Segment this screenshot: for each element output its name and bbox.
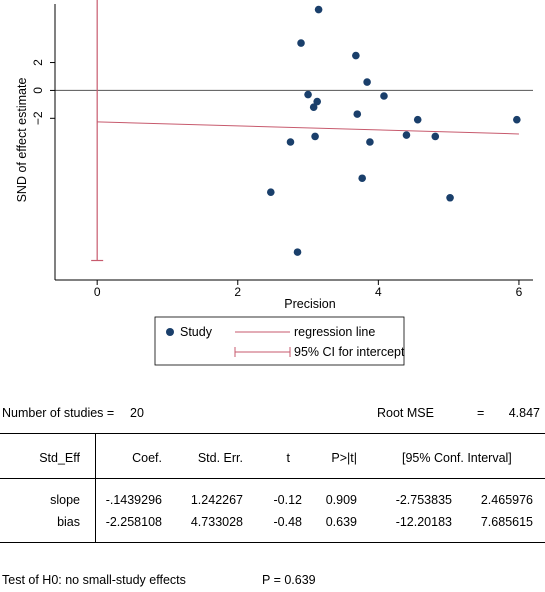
y-tick-label: −2 xyxy=(31,111,45,125)
row-bias-t: -0.48 xyxy=(273,515,303,529)
row-bias-coef: -2.258108 xyxy=(105,515,162,529)
test-p-value: P = 0.639 xyxy=(262,573,316,587)
row-slope-se: 1.242267 xyxy=(190,493,243,507)
study-point xyxy=(293,248,302,256)
n-studies-label: Number of studies = xyxy=(2,406,115,420)
row-bias-se: 4.733028 xyxy=(190,515,243,529)
row-bias-name: bias xyxy=(57,515,80,529)
plot-area xyxy=(55,0,533,262)
study-point xyxy=(267,188,275,196)
study-point xyxy=(352,51,360,60)
legend-regression-label: regression line xyxy=(294,325,375,339)
y-tick-label: 2 xyxy=(31,59,45,66)
row-slope-ci-low: -2.753835 xyxy=(395,493,452,507)
row-bias-ci-high: 7.685615 xyxy=(480,515,533,529)
x-tick-label: 4 xyxy=(375,285,382,299)
table-column-divider xyxy=(95,433,96,543)
study-point xyxy=(431,132,440,141)
x-tick-label: 6 xyxy=(516,285,523,299)
study-point xyxy=(286,138,295,146)
study-point xyxy=(353,110,362,118)
header-p: P>|t| xyxy=(331,451,357,465)
study-point xyxy=(363,78,371,86)
study-point xyxy=(402,131,411,139)
rmse-label: Root MSE xyxy=(377,406,434,420)
study-point xyxy=(366,138,374,146)
study-point xyxy=(380,92,388,100)
header-t: t xyxy=(286,451,290,465)
table-top-rule xyxy=(0,433,545,434)
study-point xyxy=(309,103,318,111)
header-std-err: Std. Err. xyxy=(197,451,243,465)
row-slope-p: 0.909 xyxy=(325,493,357,507)
table-header-rule xyxy=(0,478,545,479)
regression-line xyxy=(97,121,519,135)
x-tick-label: 2 xyxy=(234,285,241,299)
study-point xyxy=(446,193,454,202)
legend-ci-label: 95% CI for intercept xyxy=(294,345,405,359)
row-slope-name: slope xyxy=(50,493,80,507)
x-tick-label: 0 xyxy=(94,285,101,299)
axes: 0 2 4 6 2 0 −2 Precision SND of effect estimate xyxy=(15,4,533,311)
n-studies-value: 20 xyxy=(130,406,144,420)
rmse-value: 4.847 xyxy=(508,406,540,420)
study-point xyxy=(313,97,321,106)
table-bottom-rule xyxy=(0,542,545,543)
legend-box xyxy=(154,316,405,366)
row-bias-p: 0.639 xyxy=(325,515,357,529)
row-slope-ci-high: 2.465976 xyxy=(480,493,533,507)
row-slope-t: -0.12 xyxy=(273,493,303,507)
test-h0-label: Test of H0: no small-study effects xyxy=(2,573,186,587)
y-tick-label: 0 xyxy=(31,87,45,94)
rmse-equals: = xyxy=(477,406,485,420)
study-point xyxy=(304,90,312,99)
legend: Study regression line 95% CI for interce… xyxy=(154,316,405,366)
legend-study-label: Study xyxy=(180,325,213,339)
study-point xyxy=(513,115,521,124)
x-axis-title: Precision xyxy=(284,297,335,311)
row-bias-ci-low: -12.20183 xyxy=(395,515,452,529)
study-point xyxy=(311,132,319,141)
study-point xyxy=(297,39,305,47)
y-axis-title: SND of effect estimate xyxy=(15,78,29,203)
row-slope-coef: -.1439296 xyxy=(105,493,162,507)
header-conf-interval: [95% Conf. Interval] xyxy=(402,451,512,465)
header-std-eff: Std_Eff xyxy=(39,451,80,465)
header-coef: Coef. xyxy=(132,451,162,465)
study-point xyxy=(314,5,323,14)
study-point xyxy=(358,174,366,183)
study-point xyxy=(413,115,422,124)
legend-study-marker xyxy=(166,328,174,336)
